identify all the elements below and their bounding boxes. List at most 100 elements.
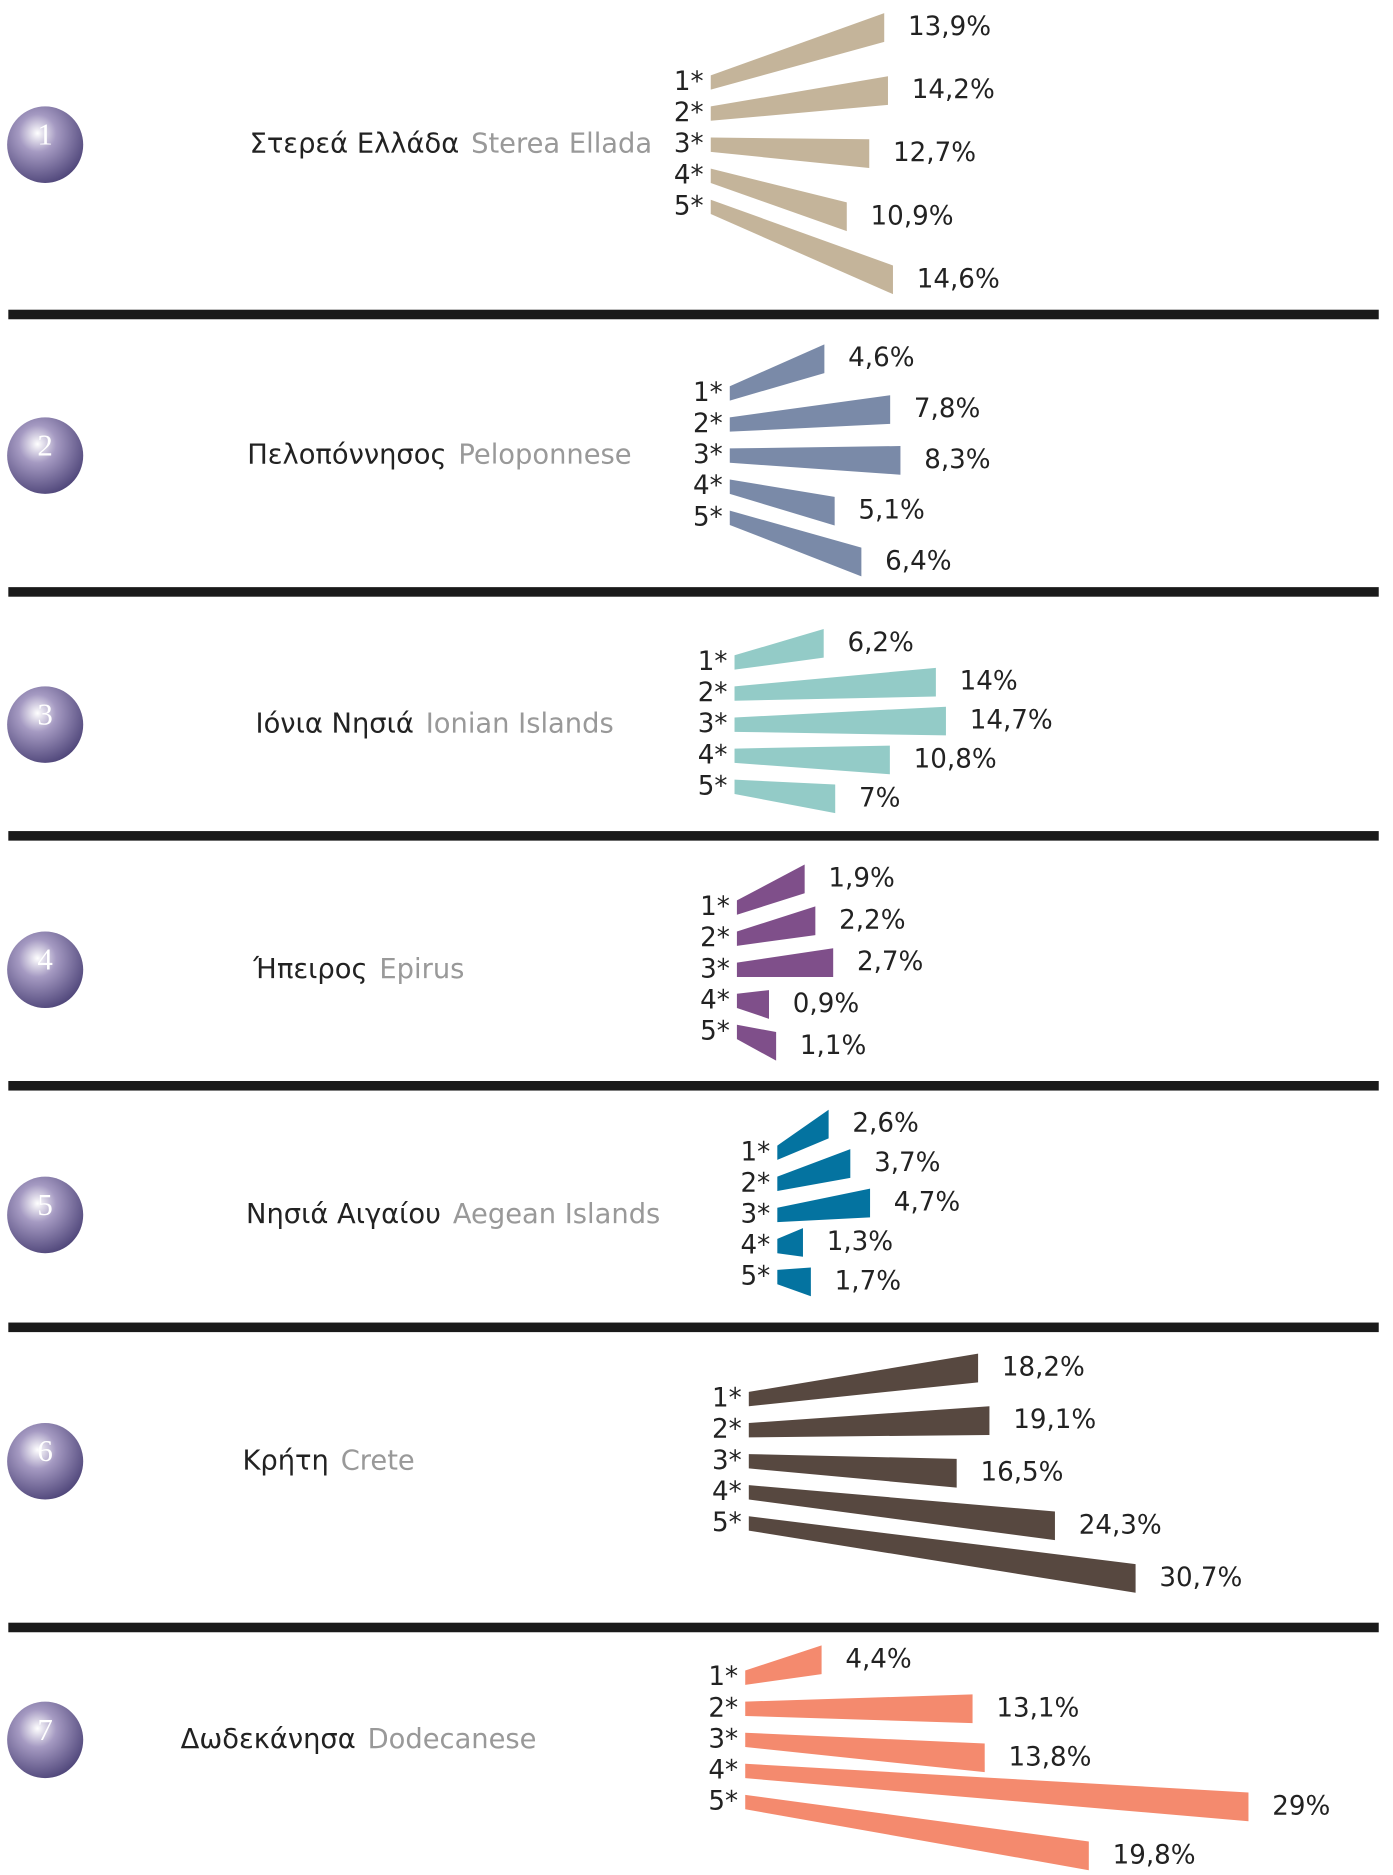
bar — [745, 1763, 1249, 1822]
rank-label: 1* — [740, 1137, 770, 1167]
value-label: 6,4% — [885, 546, 951, 576]
rank-label: 2* — [700, 923, 730, 953]
rank-label: 5* — [700, 1016, 730, 1046]
region-name: Πελοπόννησος Peloponnese — [247, 439, 631, 470]
bar — [710, 76, 888, 121]
value-label: 4,6% — [848, 343, 914, 373]
bar — [710, 13, 885, 90]
value-label: 6,2% — [847, 628, 913, 658]
bar — [777, 1267, 811, 1297]
value-label: 24,3% — [1079, 1510, 1162, 1540]
region-name: Δωδεκάνησα Dodecanese — [181, 1723, 537, 1754]
bar — [745, 1694, 973, 1724]
rank-label: 4* — [708, 1755, 738, 1785]
separator — [8, 1322, 1379, 1333]
bar — [729, 446, 901, 475]
rank-label: 3* — [693, 440, 723, 470]
rank-label: 4* — [712, 1477, 742, 1507]
region-number: 1 — [37, 117, 52, 152]
rank-label: 1* — [700, 892, 730, 922]
value-label: 5,1% — [858, 496, 924, 526]
bar — [745, 1732, 985, 1773]
value-label: 2,6% — [852, 1108, 918, 1138]
bar — [748, 1406, 990, 1438]
value-label: 2,2% — [839, 905, 905, 935]
value-label: 13,8% — [1008, 1742, 1091, 1772]
bar — [748, 1516, 1136, 1593]
bar — [734, 745, 890, 775]
bar — [710, 199, 893, 295]
region-number: 5 — [37, 1187, 52, 1222]
region-name-greek: Πελοπόννησος — [247, 439, 446, 470]
bar — [734, 779, 836, 814]
value-label: 1,7% — [835, 1266, 901, 1296]
separator — [8, 309, 1379, 320]
region-number: 6 — [37, 1433, 52, 1468]
value-label: 8,3% — [924, 445, 990, 475]
value-label: 10,9% — [871, 201, 954, 231]
bar — [734, 706, 946, 736]
region-name-greek: Νησιά Αιγαίου — [246, 1198, 441, 1229]
value-label: 18,2% — [1002, 1352, 1085, 1382]
value-label: 1,9% — [828, 863, 894, 893]
rank-label: 3* — [700, 954, 730, 984]
separator — [8, 587, 1379, 597]
region-number: 3 — [37, 697, 52, 732]
separator — [8, 831, 1379, 841]
rank-label: 1* — [693, 378, 723, 408]
region-name-english: Crete — [341, 1445, 415, 1476]
value-label: 7,8% — [914, 394, 980, 424]
value-label: 3,7% — [874, 1148, 940, 1178]
rank-label: 1* — [698, 647, 728, 677]
region-name: Ιόνια Νησιά Ionian Islands — [256, 708, 614, 739]
value-label: 0,9% — [793, 989, 859, 1019]
value-label: 14,2% — [912, 75, 995, 105]
bar — [710, 168, 847, 232]
rank-label: 3* — [712, 1446, 742, 1476]
value-label: 16,5% — [980, 1458, 1063, 1488]
rank-label: 3* — [708, 1724, 738, 1754]
rank-label: 4* — [700, 985, 730, 1015]
bar — [710, 137, 870, 169]
region-name-greek: Κρήτη — [242, 1445, 328, 1476]
rank-label: 4* — [698, 740, 728, 770]
rank-label: 2* — [674, 98, 704, 128]
bar — [729, 510, 862, 577]
region-name-greek: Δωδεκάνησα — [181, 1723, 356, 1754]
bar — [777, 1228, 803, 1257]
region-name-greek: Στερεά Ελλάδα — [250, 128, 460, 159]
bar — [745, 1794, 1089, 1871]
region-name-english: Aegean Islands — [453, 1198, 660, 1229]
bar — [729, 395, 891, 432]
bar — [736, 864, 805, 915]
region-number: 4 — [37, 942, 53, 977]
bar — [734, 628, 824, 670]
bar — [745, 1645, 822, 1685]
value-label: 10,8% — [914, 744, 997, 774]
region-name-english: Epirus — [379, 953, 464, 984]
region-name-english: Ionian Islands — [426, 708, 614, 739]
rank-label: 4* — [693, 471, 723, 501]
rank-label: 1* — [674, 67, 704, 97]
value-label: 14,6% — [917, 264, 1000, 294]
region-badge — [7, 931, 84, 1009]
region-badge — [7, 1176, 84, 1254]
bar — [748, 1353, 979, 1407]
bar — [748, 1485, 1055, 1541]
rank-label: 2* — [698, 678, 728, 708]
value-label: 19,1% — [1013, 1405, 1096, 1435]
separator — [8, 1622, 1379, 1633]
region-name: Ήπειρος Epirus — [252, 953, 464, 984]
bar — [777, 1188, 871, 1223]
region-badge — [7, 686, 84, 763]
bar — [736, 948, 834, 977]
rank-label: 4* — [674, 160, 704, 190]
region-name-greek: Ήπειρος — [252, 953, 367, 984]
value-label: 13,1% — [996, 1693, 1079, 1723]
rank-label: 2* — [712, 1415, 742, 1445]
value-label: 14% — [960, 667, 1018, 697]
separator — [8, 1080, 1379, 1091]
region-number: 7 — [37, 1712, 52, 1747]
rank-label: 1* — [708, 1662, 738, 1692]
